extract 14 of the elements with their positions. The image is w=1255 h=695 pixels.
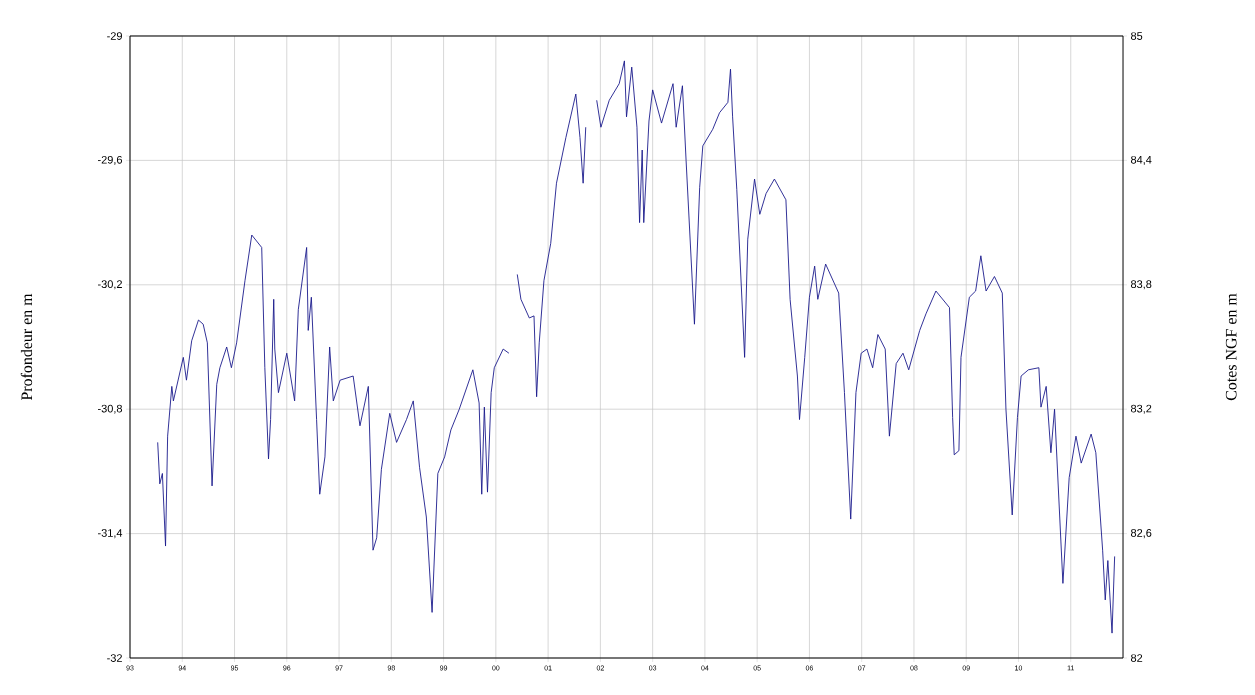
y2-tick-label: 85 (1130, 32, 1143, 40)
y-axis-title: Profondeur en m (20, 293, 33, 401)
y2-tick-label: 82 (1130, 654, 1143, 662)
y2-tick-label: 82,6 (1130, 529, 1152, 539)
y2-tick-label: 83,2 (1130, 404, 1152, 414)
y-tick-label: -29 (107, 32, 122, 40)
y-tick-label: -29,6 (98, 155, 123, 165)
y2-tick-label: 84,4 (1130, 155, 1152, 165)
y-tick-label: -30,2 (98, 280, 122, 290)
y-tick-label: -30,8 (98, 404, 123, 414)
y-tick-label: -32 (107, 654, 122, 662)
y2-tick-label: 83,8 (1130, 280, 1152, 290)
y-tick-label: -31,4 (98, 529, 123, 539)
y2-axis-title: Cotes NGF en m (1225, 293, 1237, 401)
